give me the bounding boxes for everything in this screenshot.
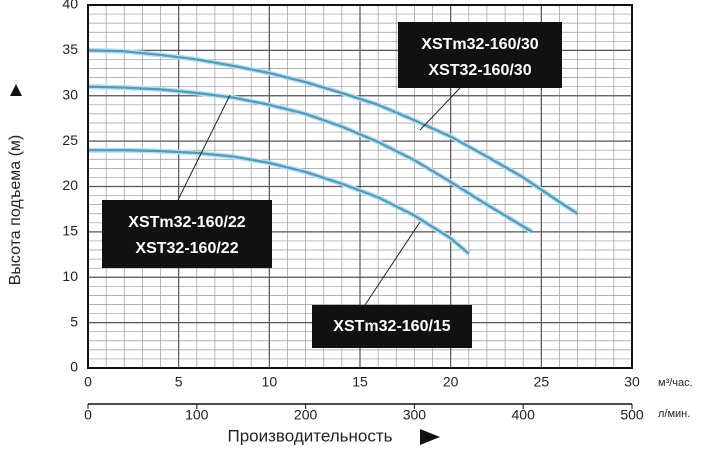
curve	[87, 85, 533, 233]
y-tick-label: 10	[62, 268, 78, 284]
y-tick-label: 0	[70, 359, 78, 375]
curve	[88, 149, 470, 255]
annotation: XSTm32-160/30	[421, 36, 539, 53]
x-tick-label: 10	[262, 374, 278, 390]
box	[398, 22, 562, 88]
x-tick-label: 0	[84, 374, 92, 390]
annotation-box: XSTm32-160/15	[312, 305, 472, 348]
x2-tick-label: 400	[512, 407, 536, 423]
y-tick-label: 40	[62, 0, 78, 12]
curves	[87, 47, 579, 256]
x2-tick-label: 500	[620, 407, 644, 423]
curve	[87, 49, 579, 215]
x-tick-label: 20	[443, 374, 459, 390]
annotation: XSTm32-160/15	[333, 318, 451, 335]
plot-frame	[87, 4, 633, 369]
leader	[177, 94, 231, 201]
y-tick-label: 15	[62, 223, 78, 239]
x2-tick-label: 0	[84, 407, 92, 423]
x-tick-label: 5	[175, 374, 183, 390]
annotation-box: XSTm32-160/22 XST32-160/22	[102, 200, 272, 268]
box	[312, 305, 472, 348]
x-unit: м³/час.	[658, 377, 693, 389]
x2-unit: л/мин.	[658, 408, 690, 420]
annotations: XSTm32-160/30 XST32-160/30 XSTm32-160/22…	[102, 22, 562, 348]
x2-tick-label: 300	[403, 407, 427, 423]
y-tick-label: 20	[62, 177, 78, 193]
y-tick-label: 30	[62, 86, 78, 102]
y-tick-label: 5	[70, 313, 78, 329]
box	[102, 200, 272, 268]
y-axis-label: Высота подъема (м)	[7, 135, 24, 285]
annotation: XST32-160/22	[135, 240, 238, 257]
y-tick-label: 25	[62, 132, 78, 148]
x2-tick-label: 100	[185, 407, 209, 423]
leader	[419, 87, 461, 131]
y-tick-label: 35	[62, 41, 78, 57]
annotation: XST32-160/30	[428, 62, 531, 79]
grid	[87, 4, 633, 369]
x2-tick-label: 200	[294, 407, 318, 423]
x-arrow	[420, 429, 440, 445]
y-arrow	[10, 84, 22, 96]
annotation: XSTm32-160/22	[128, 214, 246, 231]
x-tick-label: 30	[624, 374, 640, 390]
leader	[364, 221, 421, 306]
x-tick-label: 15	[352, 374, 368, 390]
annotation-box: XSTm32-160/30 XST32-160/30	[398, 22, 562, 88]
x-axis-label: Производительность	[227, 426, 392, 445]
x-tick-label: 25	[534, 374, 550, 390]
